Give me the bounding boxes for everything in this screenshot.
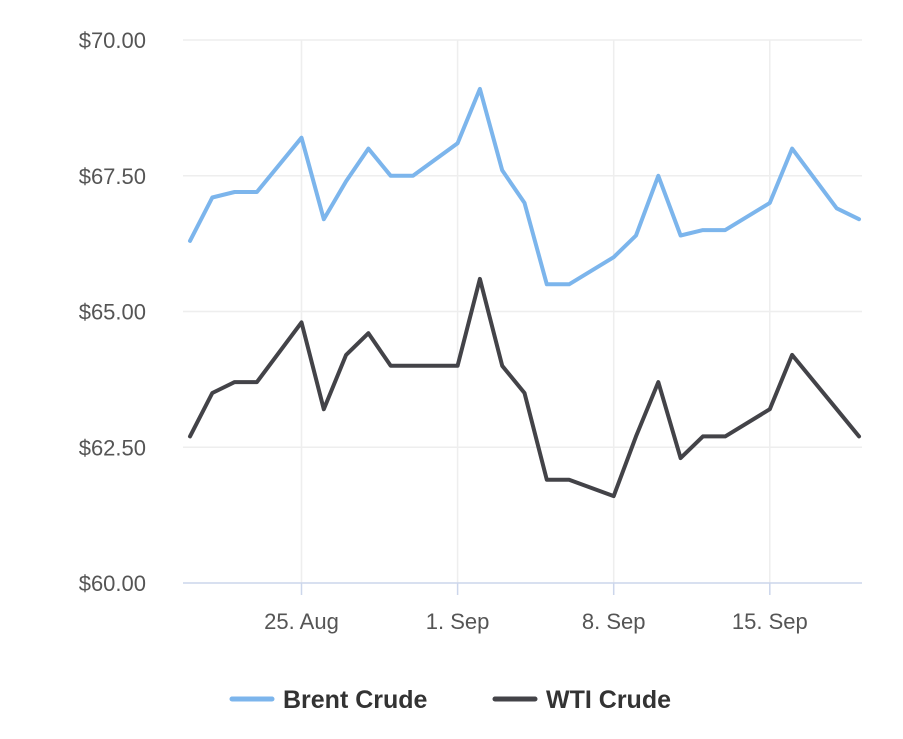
legend-item: Brent Crude	[229, 686, 428, 714]
x-tick-label: 15. Sep	[732, 609, 808, 634]
x-gridlines	[300, 40, 771, 583]
y-tick-label: $60.00	[79, 571, 146, 596]
series-layer	[188, 86, 861, 499]
legend-label: WTI Crude	[546, 686, 671, 714]
x-tick-label: 8. Sep	[582, 609, 646, 634]
y-tick-label: $65.00	[79, 300, 146, 325]
x-axis-labels: 25. Aug 1. Sep 8. Sep 15. Sep	[264, 609, 808, 634]
y-tick-label: $67.50	[79, 164, 146, 189]
y-axis-labels: $60.00 $62.50 $65.00 $67.50 $70.00	[79, 28, 146, 596]
x-axis-ticks	[300, 583, 771, 595]
legend-item: WTI Crude	[492, 686, 671, 714]
y-gridlines	[183, 39, 862, 448]
series-line-wti-crude	[188, 276, 861, 499]
legend: Brent Crude WTI Crude	[229, 686, 671, 714]
series-line-brent-crude	[188, 86, 861, 287]
legend-label: Brent Crude	[283, 686, 428, 714]
x-tick-label: 25. Aug	[264, 609, 339, 634]
x-tick-label: 1. Sep	[426, 609, 490, 634]
y-tick-label: $62.50	[79, 435, 146, 460]
y-tick-label: $70.00	[79, 28, 146, 53]
